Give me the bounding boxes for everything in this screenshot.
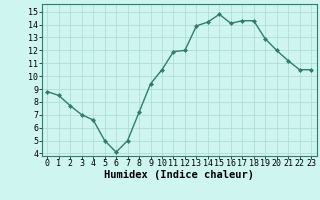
X-axis label: Humidex (Indice chaleur): Humidex (Indice chaleur) bbox=[104, 170, 254, 180]
